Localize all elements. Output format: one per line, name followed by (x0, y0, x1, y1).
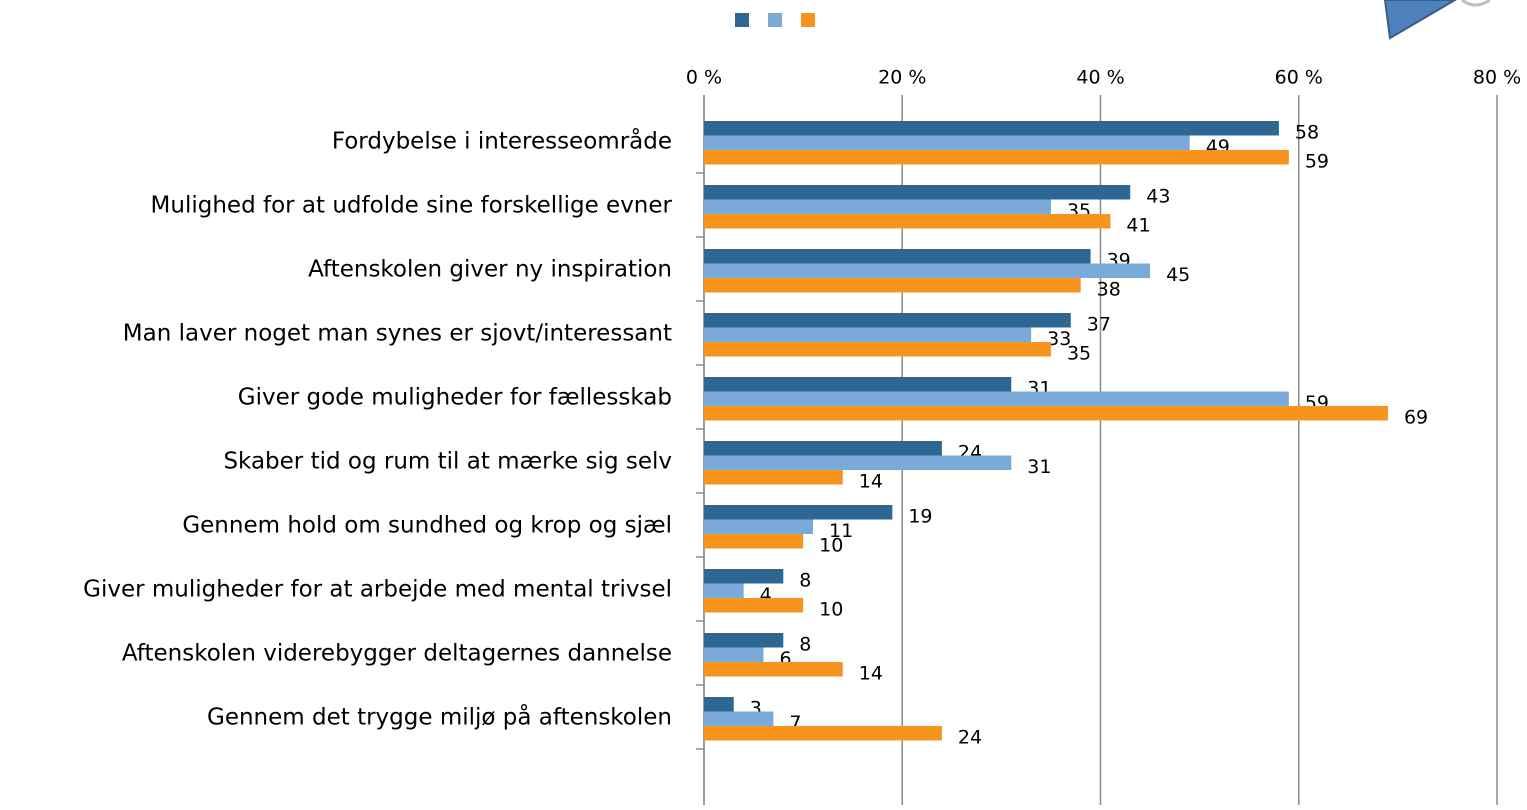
data-label: 24 (958, 727, 982, 749)
y-tick-label: Man laver noget man synes er sjovt/inter… (123, 321, 672, 347)
bar (704, 249, 1091, 264)
y-tick-label: Skaber tid og rum til at mærke sig selv (223, 449, 672, 475)
bar (704, 150, 1289, 165)
bar (704, 697, 734, 712)
data-label: 59 (1305, 151, 1329, 173)
bar (704, 662, 843, 677)
data-label: 8 (799, 570, 811, 592)
data-label: 14 (859, 663, 883, 685)
data-label: 45 (1166, 264, 1190, 286)
bar (704, 200, 1051, 215)
bar (704, 726, 942, 741)
x-tick-label: 80 % (1473, 67, 1521, 89)
bar (704, 214, 1110, 229)
decorative-arrow (1385, 0, 1455, 38)
data-label: 69 (1404, 407, 1428, 429)
bar (704, 406, 1388, 421)
bar (704, 328, 1031, 343)
bar (704, 505, 892, 520)
bar (704, 520, 813, 535)
y-tick-label: Giver gode muligheder for fællesskab (238, 385, 672, 411)
data-label: 8 (799, 634, 811, 656)
y-tick-label: Gennem hold om sundhed og krop og sjæl (182, 513, 672, 539)
bar (704, 470, 843, 485)
data-label: 10 (819, 535, 843, 557)
chart: 0 % 20 % 40 % 60 % 80 % Fordybelse i interess… (0, 0, 1527, 810)
data-label: 43 (1146, 186, 1170, 208)
bar (704, 185, 1130, 200)
decorative-curve (1462, 0, 1490, 5)
bar (704, 456, 1011, 471)
bar (704, 441, 942, 456)
bar (704, 278, 1081, 293)
bar (704, 569, 783, 584)
bar (704, 392, 1289, 407)
data-label: 14 (859, 471, 883, 493)
bar (704, 648, 763, 663)
bar (704, 584, 744, 599)
y-tick-label: Gennem det trygge miljø på aftenskolen (207, 703, 672, 731)
x-tick-label: 20 % (878, 67, 926, 89)
data-label: 35 (1067, 343, 1091, 365)
page: 0 % 20 % 40 % 60 % 80 % Fordybelse i interess… (0, 0, 1527, 810)
bar (704, 136, 1190, 151)
bar (704, 313, 1071, 328)
bar (704, 264, 1150, 279)
legend-swatch (735, 13, 749, 27)
bar (704, 377, 1011, 392)
bar (704, 598, 803, 613)
data-label: 37 (1087, 314, 1111, 336)
bar (704, 121, 1279, 136)
y-tick-label: Aftenskolen viderebygger deltagernes dan… (122, 641, 672, 667)
x-tick-label: 40 % (1076, 67, 1124, 89)
data-label: 38 (1097, 279, 1121, 301)
data-label: 31 (1027, 456, 1051, 478)
y-tick-label: Fordybelse i interesseområde (332, 127, 672, 155)
x-tick-label: 0 % (686, 67, 722, 89)
legend-swatch (801, 13, 815, 27)
y-tick-label: Mulighed for at udfolde sine forskellige… (151, 193, 673, 219)
bar (704, 534, 803, 549)
bar (704, 342, 1051, 357)
y-tick-label: Giver muligheder for at arbejde med ment… (83, 577, 672, 603)
legend-swatch (768, 13, 782, 27)
y-tick-label: Aftenskolen giver ny inspiration (308, 257, 672, 283)
x-tick-label: 60 % (1275, 67, 1323, 89)
bar (704, 633, 783, 648)
data-label: 10 (819, 599, 843, 621)
data-label: 41 (1126, 215, 1150, 237)
bar (704, 712, 773, 727)
data-label: 19 (908, 506, 932, 528)
data-label: 58 (1295, 122, 1319, 144)
